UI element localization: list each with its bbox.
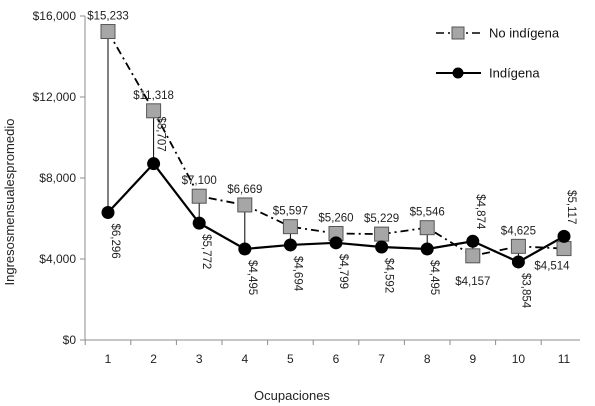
data-label-indigena: $5,117	[565, 190, 577, 224]
marker-no-indigena	[191, 188, 207, 204]
marker-no-indigena	[419, 220, 435, 236]
data-label-indigena: $4,495	[428, 260, 440, 295]
data-label-no-indigena: $4,514	[534, 261, 570, 273]
marker-no-indigena	[465, 248, 481, 264]
y-tick-label: $8,000	[39, 171, 76, 185]
data-label-no-indigena: $5,260	[318, 212, 353, 224]
data-label-indigena: $4,799	[337, 254, 349, 289]
data-label-no-indigena: $4,157	[455, 276, 490, 288]
y-tick-label: $4,000	[39, 252, 76, 266]
data-label-indigena: $6,296	[109, 224, 121, 259]
data-label-indigena: $3,854	[519, 273, 531, 309]
data-label-indigena: $4,495	[246, 260, 258, 295]
data-label-indigena: $4,592	[383, 258, 395, 293]
legend-label-indigena: Indígena	[489, 66, 540, 81]
data-label-no-indigena: $7,100	[182, 175, 217, 187]
marker-indigena	[329, 236, 343, 250]
data-label-indigena: $4,874	[474, 194, 486, 230]
axes: $0 $4,000 $8,000 $12,000 $16,000 1 2 3 4 5 6 7 8 9 10 1…	[33, 9, 580, 366]
marker-no-indigena	[556, 241, 572, 257]
x-tick-label: 6	[333, 352, 340, 366]
data-label-no-indigena: $5,546	[410, 207, 445, 219]
marker-no-indigena	[237, 197, 253, 213]
marker-indigena	[283, 238, 297, 252]
legend-label-no-indigena: No indígena	[489, 26, 560, 41]
x-tick-label: 5	[287, 352, 294, 366]
marker-indigena	[466, 234, 480, 248]
marker-no-indigena	[282, 219, 298, 235]
data-label-no-indigena: $11,318	[133, 90, 174, 102]
legend-item-no-indigena: No indígena	[436, 26, 560, 41]
marker-indigena	[420, 242, 434, 256]
marker-no-indigena	[510, 238, 526, 254]
marker-indigena	[375, 240, 389, 254]
x-tick-label: 11	[558, 352, 571, 366]
marker-indigena	[238, 242, 252, 256]
data-labels: $15,233 $11,318 $7,100 $6,669 $5,597 $5,260 $5…	[87, 11, 577, 309]
markers	[100, 24, 572, 269]
legend-item-indigena: Indígena	[436, 66, 540, 81]
data-label-indigena: $5,772	[200, 234, 212, 269]
data-label-indigena: $8,707	[155, 116, 167, 151]
marker-no-indigena	[146, 103, 162, 119]
x-tick-label: 10	[512, 352, 526, 366]
x-tick-label: 3	[196, 352, 203, 366]
y-tick-label: $12,000	[33, 90, 77, 104]
data-label-no-indigena: $6,669	[227, 184, 262, 196]
data-label-no-indigena: $5,597	[273, 206, 308, 218]
marker-indigena	[101, 206, 115, 220]
x-tick-label: 8	[424, 352, 431, 366]
marker-no-indigena	[374, 226, 390, 242]
legend-marker-indigena	[452, 67, 464, 79]
marker-no-indigena	[100, 24, 116, 40]
data-label-no-indigena: $5,229	[364, 213, 399, 225]
data-label-indigena: $4,694	[291, 256, 303, 292]
x-tick-label: 1	[105, 352, 112, 366]
x-tick-label: 2	[150, 352, 157, 366]
x-tick-label: 4	[241, 352, 248, 366]
y-axis-title: Ingresosmensualespromedio	[2, 119, 17, 286]
legend: No indígena Indígena	[436, 26, 560, 81]
y-tick-label: $16,000	[33, 9, 77, 23]
x-tick-label: 7	[378, 352, 385, 366]
legend-marker-no-indigena	[451, 26, 465, 40]
marker-indigena	[557, 229, 571, 243]
marker-indigena	[147, 157, 161, 171]
marker-indigena	[511, 255, 525, 269]
x-tick-label: 9	[469, 352, 476, 366]
data-label-no-indigena: $4,625	[501, 225, 536, 237]
y-tick-label: $0	[63, 333, 77, 347]
marker-indigena	[192, 216, 206, 230]
data-label-no-indigena: $15,233	[87, 11, 129, 23]
x-axis-title: Ocupaciones	[254, 388, 330, 403]
